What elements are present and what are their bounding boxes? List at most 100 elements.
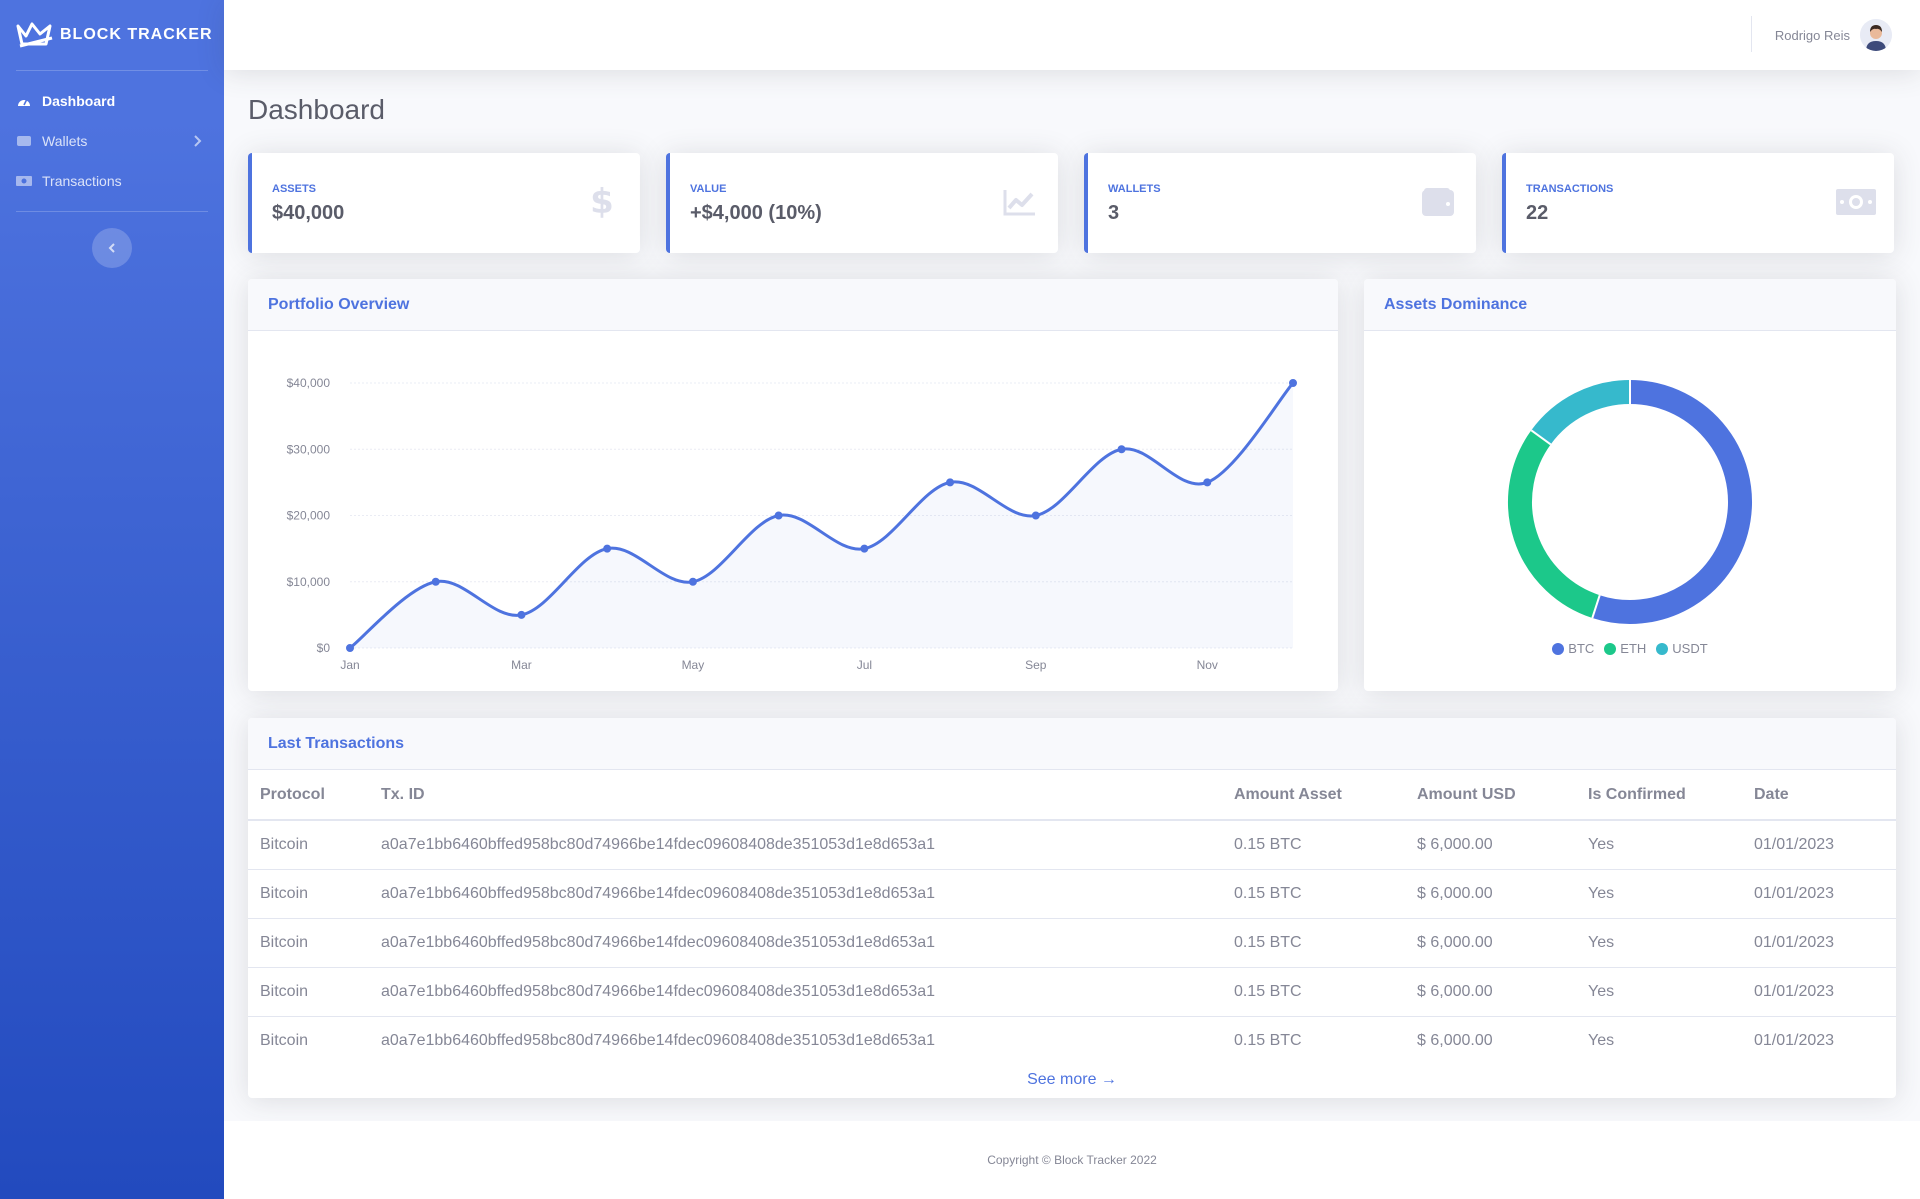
cell-amount-asset: 0.15 BTC: [1222, 820, 1405, 870]
legend-swatch: [1552, 642, 1565, 655]
cell-amount-usd: $ 6,000.00: [1405, 869, 1576, 919]
user-name[interactable]: Rodrigo Reis: [1774, 28, 1850, 43]
cell-amount-usd: $ 6,000.00: [1405, 820, 1576, 870]
cell-date: 01/01/2023: [1754, 1031, 1835, 1049]
data-point: [517, 610, 526, 619]
stat-value: +$4,000 (10%): [690, 202, 822, 224]
cell-date: 01/01/2023: [1742, 967, 1896, 1017]
x-tick-label: Sep: [1025, 658, 1047, 672]
cell-date: 01/01/2023: [1742, 918, 1896, 968]
legend-swatch: [1604, 642, 1617, 655]
sidebar-toggle-button[interactable]: [92, 228, 132, 268]
cell-is-confirmed: Yes: [1576, 869, 1742, 919]
data-point: [603, 544, 612, 553]
sidebar-item-wallets[interactable]: Wallets: [0, 121, 224, 161]
legend-item-usdt[interactable]: USDT: [1656, 641, 1708, 656]
y-tick-label: $30,000: [287, 442, 331, 456]
brand[interactable]: BLOCK TRACKER: [0, 0, 224, 70]
data-point: [1031, 511, 1040, 520]
cell-protocol: Bitcoin: [248, 869, 369, 919]
cell-is-confirmed: Yes: [1576, 918, 1742, 968]
gauge-icon: [16, 94, 32, 108]
data-point: [431, 577, 440, 586]
page-title: Dashboard: [248, 94, 385, 125]
x-tick-label: Mar: [511, 658, 532, 672]
stat-label: TRANSACTIONS: [1526, 183, 1614, 195]
stat-card-value: VALUE +$4,000 (10%): [666, 153, 1058, 253]
sidebar-item-label: Wallets: [42, 133, 88, 149]
footer: Copyright © Block Tracker 2022: [224, 1121, 1920, 1199]
legend-label: ETH: [1620, 641, 1647, 656]
column-header-protocol: Protocol: [248, 770, 369, 821]
cell-tx-id: a0a7e1bb6460bffed958bc80d74966be14fdec09…: [369, 869, 1222, 919]
table-row: Bitcoin a0a7e1bb6460bffed958bc80d74966be…: [248, 820, 1896, 870]
legend-item-btc[interactable]: BTC: [1552, 641, 1594, 656]
sidebar-nav: Dashboard Wallets Transactions: [0, 71, 224, 211]
data-point: [946, 478, 955, 487]
slice-separator: [1530, 429, 1552, 446]
legend-item-eth[interactable]: ETH: [1604, 641, 1646, 656]
column-header-date: Date: [1742, 770, 1896, 821]
y-tick-label: $20,000: [287, 509, 331, 523]
data-point: [774, 511, 783, 520]
portfolio-line-chart: $0 $10,000 $20,000 $30,000 $40,000 Jan Mar May J…: [287, 376, 1297, 672]
card-title: Portfolio Overview: [248, 279, 1338, 331]
stat-label: VALUE: [690, 183, 727, 195]
series-line: [349, 382, 1295, 650]
column-header-amount-asset: Amount Asset: [1222, 770, 1405, 821]
cell-is-confirmed: Yes: [1576, 967, 1742, 1017]
series-area: [350, 383, 1293, 648]
legend-label: USDT: [1672, 641, 1708, 656]
stat-card-assets: ASSETS $40,000 $: [248, 153, 640, 253]
money-bill-icon: [16, 174, 32, 188]
table-row: Bitcoin a0a7e1bb6460bffed958bc80d74966be…: [248, 918, 1896, 968]
wallet-icon: [16, 134, 32, 148]
cell-amount-usd: $ 6,000.00: [1417, 1031, 1493, 1049]
stat-card-wallets: WALLETS 3: [1084, 153, 1476, 253]
cell-tx-id: a0a7e1bb6460bffed958bc80d74966be14fdec09…: [369, 918, 1222, 968]
sidebar-item-label: Dashboard: [42, 93, 116, 109]
stat-label: ASSETS: [272, 183, 317, 195]
sidebar-divider: [16, 211, 208, 212]
x-tick-label: Nov: [1197, 658, 1218, 672]
legend-swatch: [1656, 642, 1669, 655]
table-row: Bitcoin a0a7e1bb6460bffed958bc80d74966be…: [248, 967, 1896, 1017]
sidebar-item-transactions[interactable]: Transactions: [0, 161, 224, 201]
dollar-icon: $: [582, 185, 622, 219]
stat-value: $40,000: [272, 202, 345, 224]
donut-slice-usdt: [1531, 380, 1631, 445]
money-bill-icon: [1836, 185, 1876, 219]
data-point: [860, 544, 869, 553]
y-tick-label: $0: [317, 641, 331, 655]
assets-donut-chart: [1508, 380, 1752, 624]
avatar[interactable]: [1860, 19, 1892, 51]
cell-amount-usd: $ 6,000.00: [1405, 918, 1576, 968]
chevron-left-icon: [108, 243, 115, 253]
cell-date: 01/01/2023: [1742, 869, 1896, 919]
x-tick-label: Jul: [857, 658, 872, 672]
sidebar-item-label: Transactions: [42, 173, 122, 189]
cell-is-confirmed: Yes: [1588, 1031, 1615, 1049]
data-point: [1117, 445, 1126, 454]
sidebar-item-dashboard[interactable]: Dashboard: [0, 81, 224, 121]
cell-protocol: Bitcoin: [248, 967, 369, 1017]
transactions-table: Protocol Tx. ID Amount Asset Amount USD …: [248, 770, 1896, 1065]
cell-date: 01/01/2023: [1742, 820, 1896, 870]
donut-slice-btc: [1592, 380, 1752, 624]
legend-label: BTC: [1568, 641, 1595, 656]
sidebar: BLOCK TRACKER Dashboard Wallets Transact…: [0, 0, 224, 1199]
last-transactions-card: Last Transactions Protocol Tx. ID Amount…: [248, 718, 1896, 1098]
cell-amount-usd: $ 6,000.00: [1405, 967, 1576, 1017]
chart-legend: BTC ETH USDT: [1364, 641, 1896, 656]
stat-value: 3: [1108, 202, 1120, 224]
cell-tx-id: a0a7e1bb6460bffed958bc80d74966be14fdec09…: [381, 1031, 936, 1049]
table-header-row: Protocol Tx. ID Amount Asset Amount USD …: [248, 770, 1896, 821]
cell-tx-id: a0a7e1bb6460bffed958bc80d74966be14fdec09…: [369, 967, 1222, 1017]
cell-amount-asset: 0.15 BTC: [1222, 967, 1405, 1017]
portfolio-overview-card: Portfolio Overview $0 $10,000 $20,000 $30,0…: [248, 279, 1338, 691]
cell-tx-id: a0a7e1bb6460bffed958bc80d74966be14fdec09…: [369, 820, 1222, 870]
cell-amount-asset: 0.15 BTC: [1222, 918, 1405, 968]
wallet-icon: [1418, 185, 1458, 219]
svg-text:$: $: [591, 185, 613, 219]
see-more-link[interactable]: See more →: [1027, 1071, 1117, 1088]
